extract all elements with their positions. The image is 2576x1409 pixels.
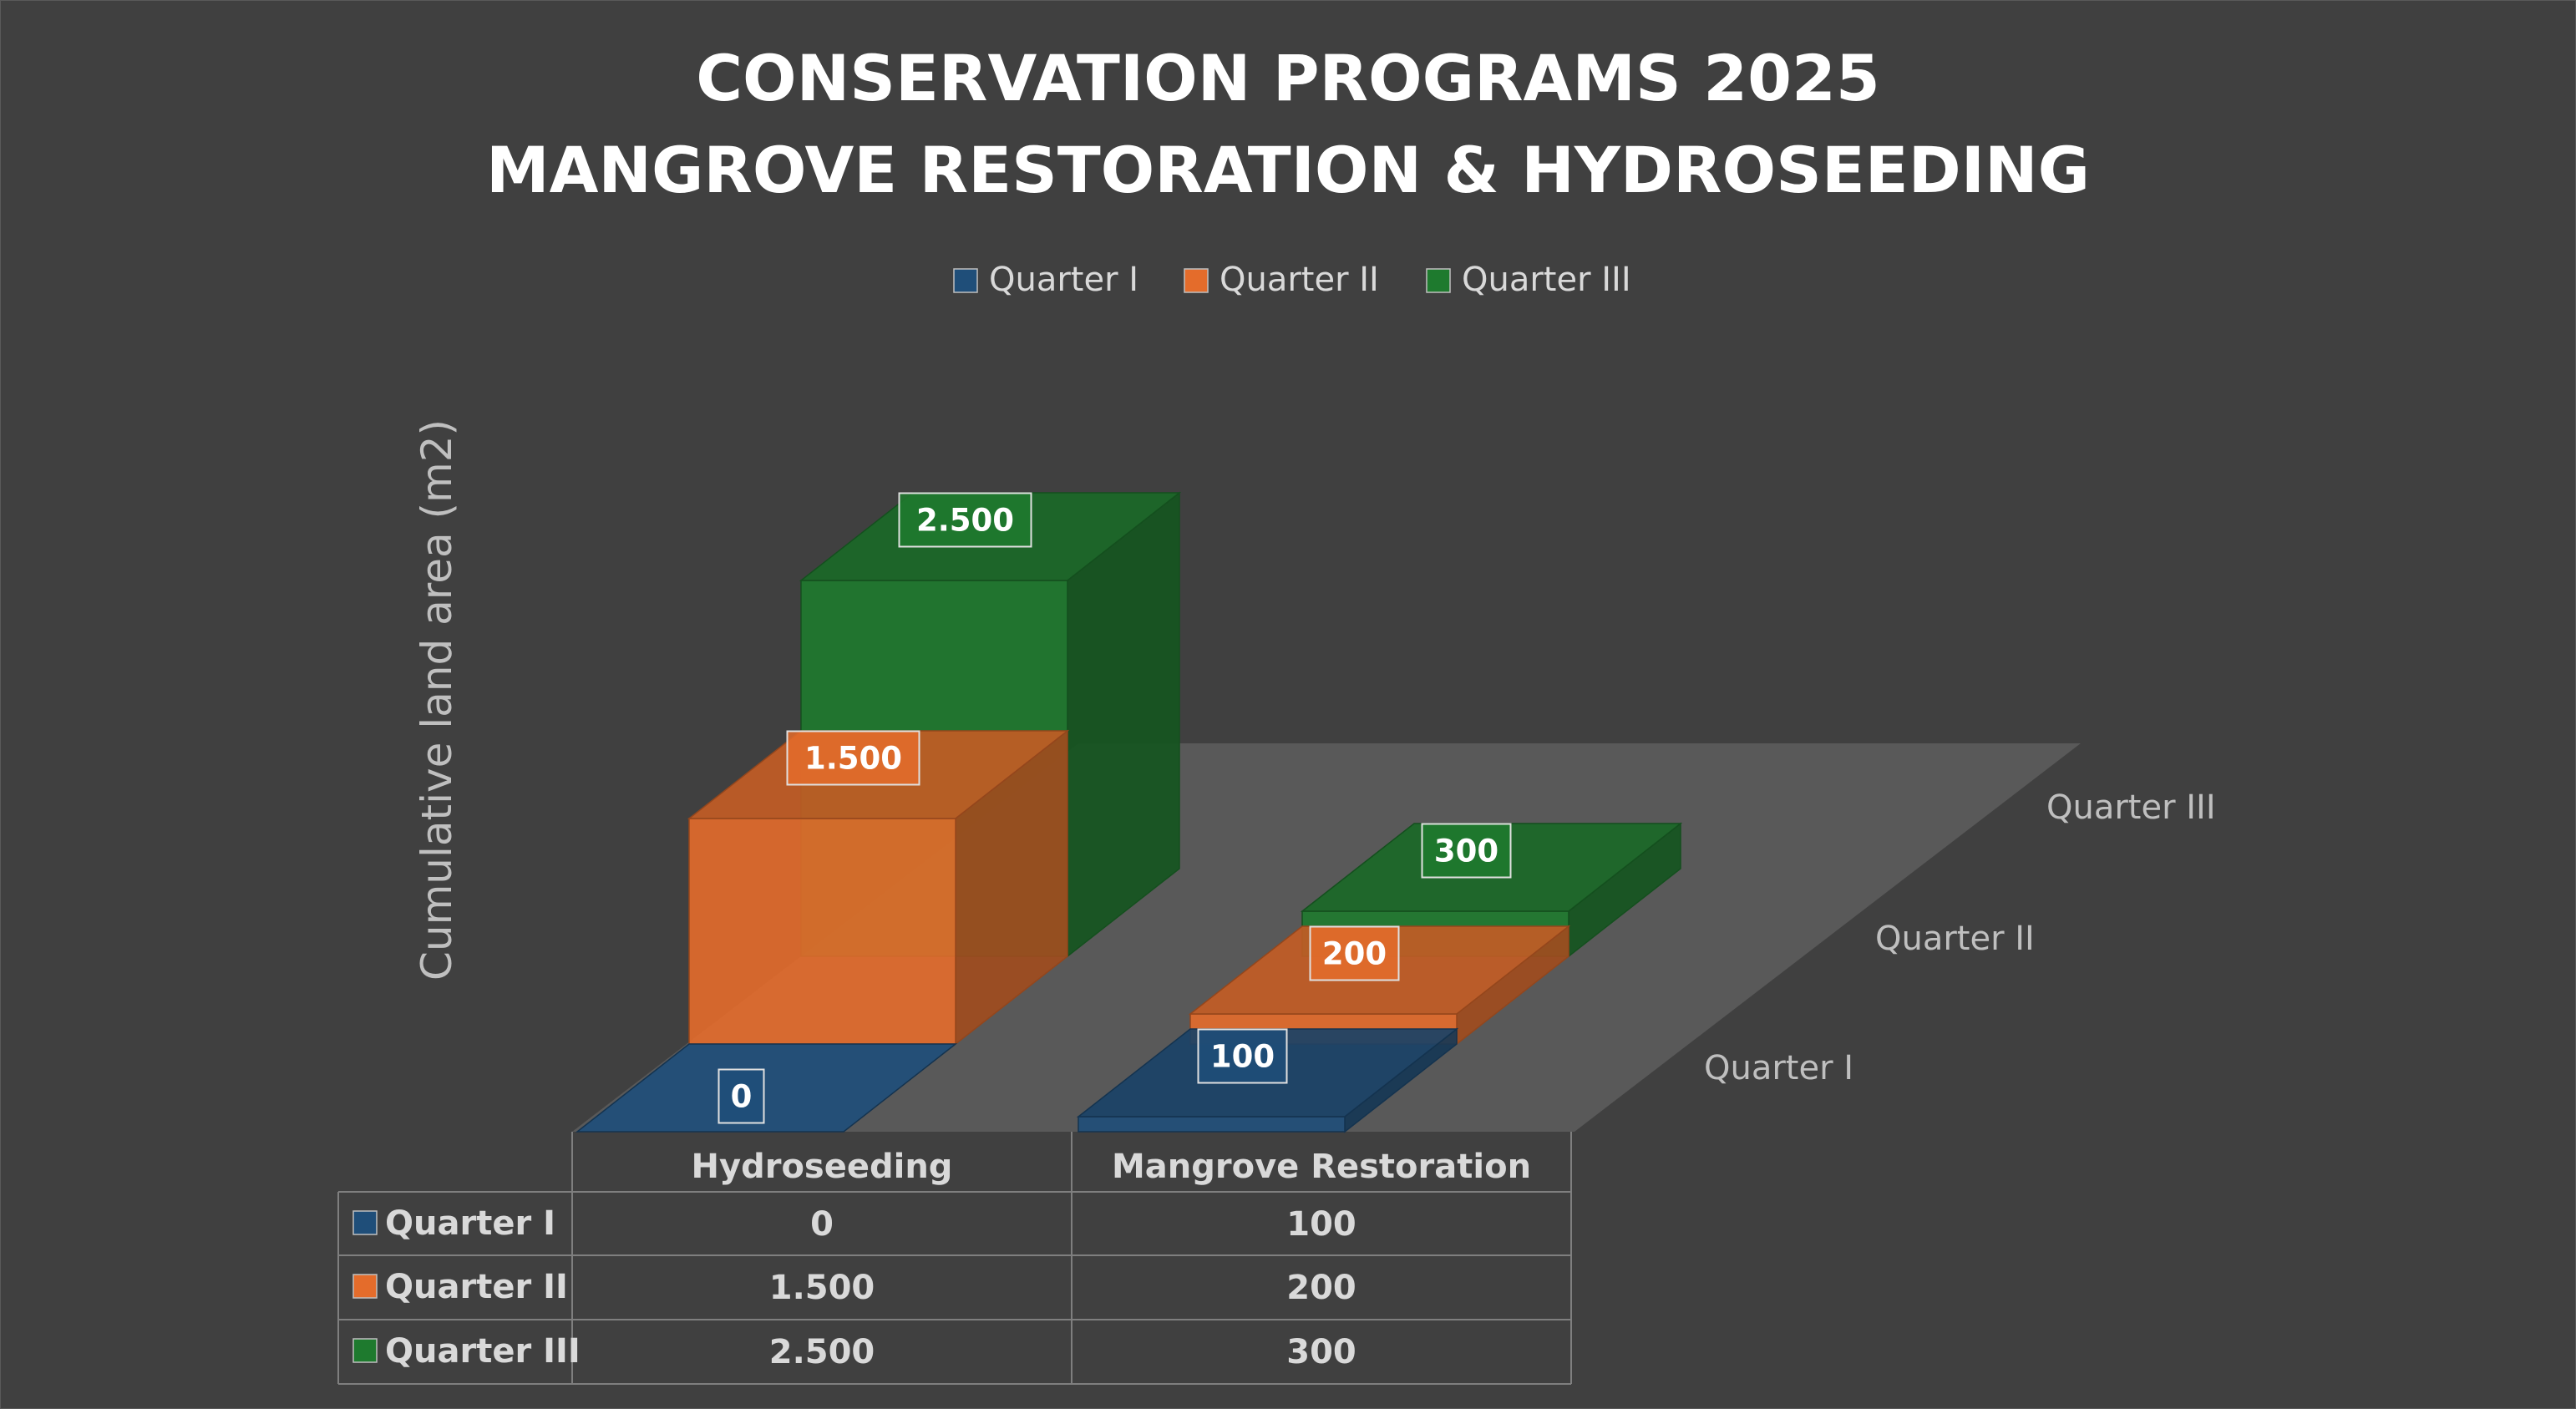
bar-front-face (688, 818, 956, 1045)
legend-swatch-quarter-iii (1426, 268, 1451, 293)
table-cell: 2.500 (769, 1333, 875, 1371)
data-label-quarter-i-hydroseeding: 0 (718, 1068, 765, 1124)
table-header-mangrove-restoration: Mangrove Restoration (1112, 1148, 1531, 1186)
table-cell: 300 (1286, 1333, 1356, 1371)
table-row-label: Quarter III (385, 1332, 581, 1371)
data-table: Hydroseeding Mangrove Restoration Quarter … (337, 1132, 1572, 1385)
chart-title-line-2: MANGROVE RESTORATION & HYDROSEEDING (486, 133, 2090, 207)
data-label-box (898, 492, 1032, 548)
data-label-quarter-i-mangrove-restoration: 100 (1197, 1028, 1288, 1084)
legend-swatch-quarter-i (953, 268, 978, 293)
data-label-box (718, 1068, 765, 1124)
data-label-text: 200 (1322, 936, 1387, 972)
table-cell: 200 (1286, 1269, 1356, 1307)
y-axis-label: Cumulative land area (m2) (413, 419, 461, 981)
depth-axis-label-quarter-ii: Quarter II (1875, 920, 2035, 958)
legend: Quarter I Quarter II Quarter III (953, 261, 1631, 299)
bars-layer: 2.500 300 1.500 200 0 100 (575, 491, 1683, 1133)
legend-swatch-quarter-ii (1184, 268, 1209, 293)
table-row-label: Quarter I (385, 1204, 555, 1243)
table-row: Quarter II 1.500 200 (352, 1268, 1356, 1307)
data-label-box (1421, 823, 1512, 879)
table-cell: 0 (810, 1205, 834, 1244)
depth-axis-label-quarter-iii: Quarter III (2046, 788, 2216, 827)
legend-label-quarter-ii: Quarter II (1220, 261, 1379, 299)
table-row-swatch (352, 1274, 378, 1299)
table-cell: 1.500 (769, 1269, 875, 1307)
table-row-swatch (352, 1210, 378, 1235)
data-label-box (1197, 1028, 1288, 1084)
table-header-hydroseeding: Hydroseeding (692, 1148, 953, 1186)
data-label-text: 2.500 (916, 503, 1014, 539)
legend-label-quarter-i: Quarter I (989, 261, 1138, 299)
data-label-text: 100 (1210, 1039, 1275, 1075)
data-label-quarter-ii-mangrove-restoration: 200 (1309, 925, 1400, 981)
bar-quarter-i-hydroseeding (575, 1043, 958, 1133)
data-label-text: 1.500 (804, 741, 902, 777)
depth-axis-labels: Quarter I Quarter II Quarter III (1704, 788, 2216, 1087)
bar-front-face (1078, 1116, 1346, 1133)
table-row-label: Quarter II (385, 1268, 568, 1306)
bar-top-face (575, 1043, 958, 1133)
table-cell: 100 (1286, 1205, 1356, 1244)
legend-label-quarter-iii: Quarter III (1462, 261, 1631, 299)
data-label-quarter-iii-mangrove-restoration: 300 (1421, 823, 1512, 879)
depth-axis-label-quarter-i: Quarter I (1704, 1049, 1853, 1087)
data-label-quarter-ii-hydroseeding: 1.500 (786, 730, 920, 786)
data-label-box (1309, 925, 1400, 981)
table-row-swatch (352, 1338, 378, 1363)
data-label-text: 0 (731, 1079, 753, 1115)
data-label-box (786, 730, 920, 786)
chart-title-line-1: CONSERVATION PROGRAMS 2025 (696, 41, 1879, 115)
table-row: Quarter I 0 100 (352, 1204, 1356, 1244)
data-label-quarter-iii-hydroseeding: 2.500 (898, 492, 1032, 548)
data-label-text: 300 (1434, 834, 1498, 869)
table-row: Quarter III 2.500 300 (352, 1332, 1356, 1371)
